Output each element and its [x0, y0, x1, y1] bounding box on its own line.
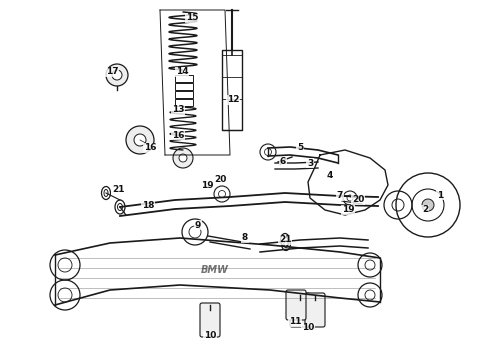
- Bar: [175, 91, 193, 98]
- Text: 21: 21: [112, 185, 124, 194]
- Text: 14: 14: [176, 68, 188, 77]
- Text: 12: 12: [227, 95, 239, 104]
- Circle shape: [126, 126, 154, 154]
- Text: 11: 11: [289, 318, 301, 327]
- Circle shape: [134, 134, 146, 146]
- Text: 20: 20: [352, 195, 364, 204]
- Text: 20: 20: [214, 175, 226, 184]
- Circle shape: [112, 70, 122, 80]
- Bar: [175, 75, 193, 82]
- Text: 1: 1: [437, 190, 443, 199]
- Bar: [175, 99, 193, 106]
- Text: 7: 7: [337, 192, 343, 201]
- Text: 10: 10: [302, 324, 314, 333]
- FancyBboxPatch shape: [286, 290, 306, 320]
- Text: 17: 17: [106, 68, 118, 77]
- Text: 16: 16: [144, 144, 156, 153]
- FancyBboxPatch shape: [200, 303, 220, 337]
- Text: 3: 3: [307, 158, 313, 167]
- Text: 15: 15: [186, 13, 198, 22]
- Text: 19: 19: [201, 180, 213, 189]
- Text: 6: 6: [280, 158, 286, 166]
- Circle shape: [422, 199, 434, 211]
- Circle shape: [106, 64, 128, 86]
- Text: 21: 21: [279, 235, 291, 244]
- FancyBboxPatch shape: [305, 293, 325, 327]
- Bar: [175, 83, 193, 90]
- Text: 13: 13: [172, 105, 184, 114]
- Circle shape: [173, 148, 193, 168]
- Text: BMW: BMW: [201, 265, 229, 275]
- Text: 2: 2: [422, 206, 428, 215]
- Circle shape: [179, 154, 187, 162]
- Bar: [222, 50, 242, 130]
- Text: 9: 9: [195, 220, 201, 230]
- Text: 10: 10: [204, 332, 216, 341]
- Text: 8: 8: [242, 234, 248, 243]
- Text: 19: 19: [342, 206, 354, 215]
- Text: 5: 5: [297, 144, 303, 153]
- Text: 18: 18: [142, 201, 154, 210]
- FancyBboxPatch shape: [290, 293, 310, 327]
- Text: 4: 4: [327, 171, 333, 180]
- Text: 16: 16: [172, 130, 184, 139]
